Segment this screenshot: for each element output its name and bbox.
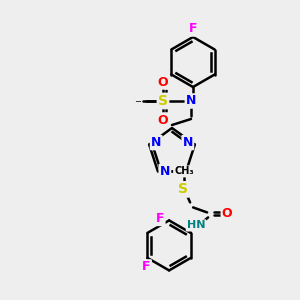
Text: N: N (186, 94, 196, 107)
Text: O: O (158, 76, 168, 88)
Text: N: N (160, 165, 170, 178)
Text: F: F (142, 260, 151, 273)
Text: CH₃: CH₃ (174, 167, 194, 176)
Text: O: O (222, 207, 232, 220)
Text: HN: HN (187, 220, 206, 230)
Text: S: S (178, 182, 188, 197)
Text: F: F (189, 22, 197, 35)
Text: O: O (158, 113, 168, 127)
Text: ─: ─ (136, 97, 140, 106)
Text: N: N (183, 136, 193, 149)
Text: F: F (156, 212, 164, 225)
Text: N: N (151, 136, 161, 149)
Text: S: S (158, 94, 168, 108)
